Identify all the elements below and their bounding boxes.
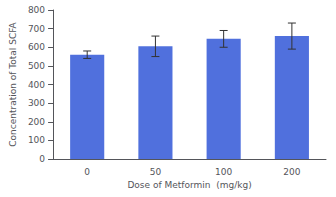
svg-text:800: 800 — [28, 5, 45, 15]
svg-text:Concentration of Total SCFA: Concentration of Total SCFA — [8, 21, 18, 146]
svg-text:500: 500 — [28, 61, 45, 71]
svg-text:0: 0 — [39, 154, 45, 164]
svg-text:0: 0 — [84, 167, 90, 177]
svg-text:50: 50 — [150, 167, 162, 177]
svg-text:200: 200 — [28, 117, 45, 127]
svg-text:600: 600 — [28, 42, 45, 52]
svg-text:200: 200 — [283, 167, 300, 177]
svg-text:100: 100 — [28, 135, 45, 145]
svg-text:400: 400 — [28, 80, 45, 90]
svg-text:100: 100 — [215, 167, 232, 177]
svg-text:Dose of Metformin (mg/kg): Dose of Metformin (mg/kg) — [127, 180, 251, 190]
svg-text:300: 300 — [28, 98, 45, 108]
svg-text:700: 700 — [28, 24, 45, 34]
